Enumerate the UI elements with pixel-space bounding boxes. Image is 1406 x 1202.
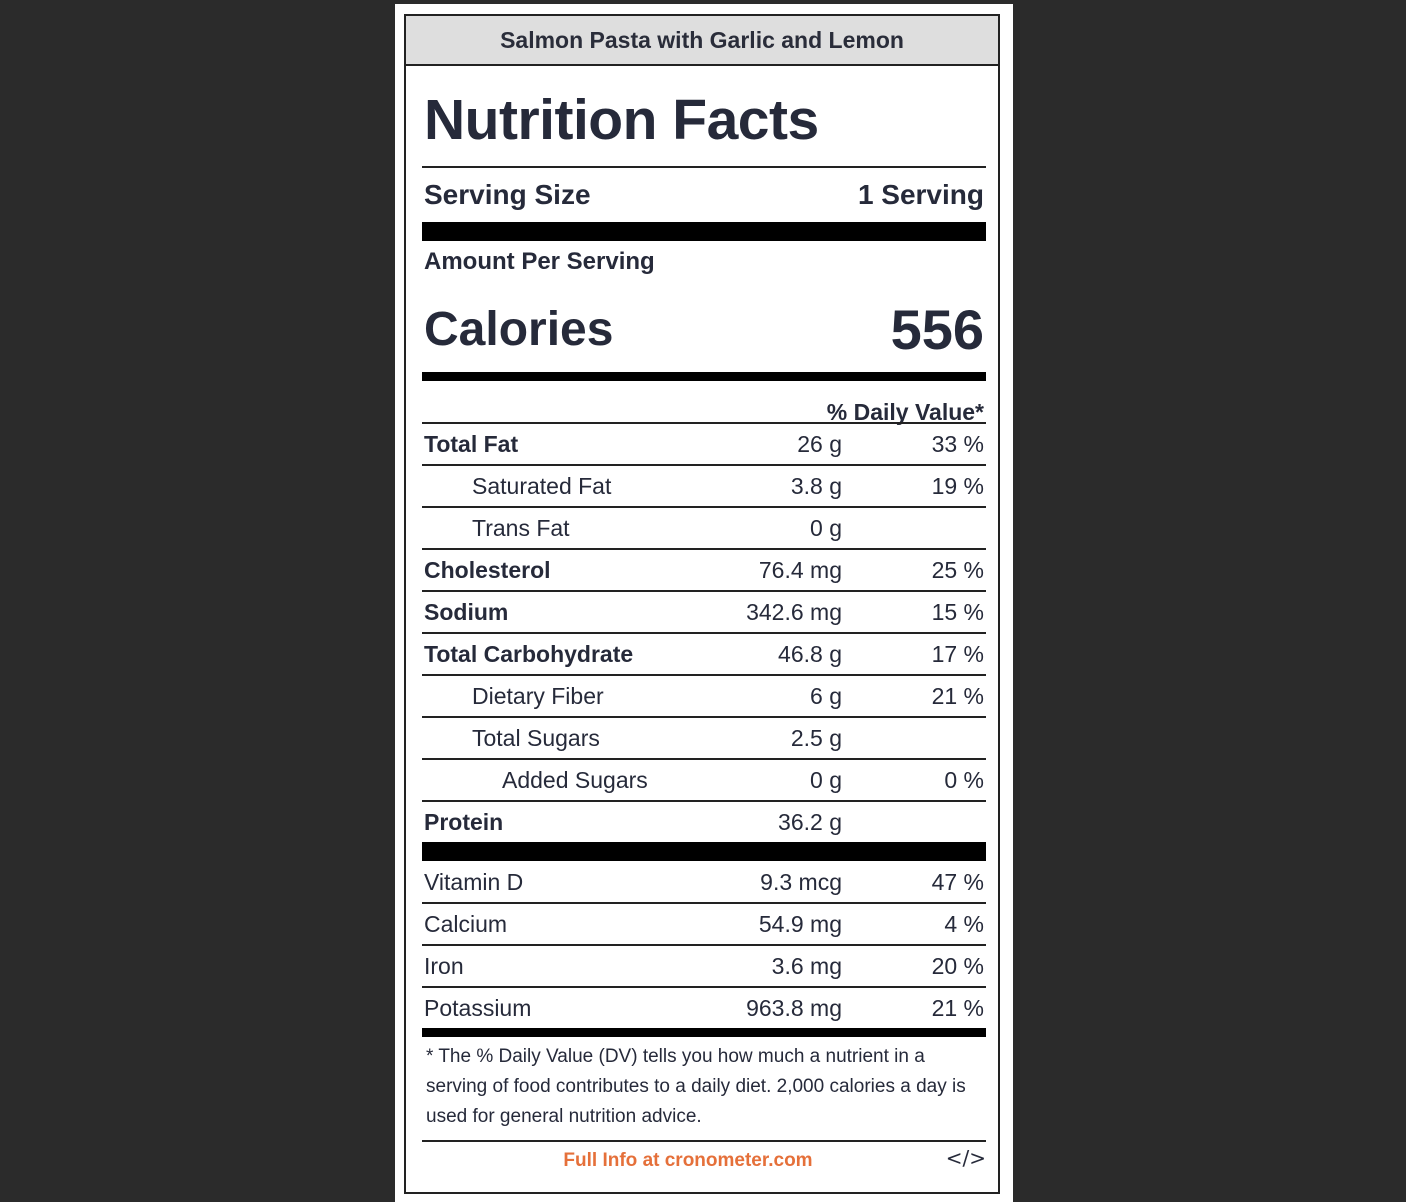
nutrient-daily-value: 17 %	[931, 641, 984, 667]
nutrient-amount: 76.4 mg	[758, 557, 842, 583]
nutrition-label: Salmon Pasta with Garlic and Lemon Nutri…	[404, 14, 1000, 1194]
nutrient-amount: 36.2 g	[778, 809, 842, 835]
nutrient-amount: 6 g	[810, 683, 842, 709]
recipe-title: Salmon Pasta with Garlic and Lemon	[406, 16, 998, 66]
nutrient-row: Total Sugars 2.5 g	[422, 718, 986, 758]
nutrient-name: Total Fat	[424, 431, 519, 457]
nutrient-row: Sodium 342.6 mg 15 %	[422, 592, 986, 632]
calories-value: 556	[890, 297, 984, 361]
nutrient-amount: 2.5 g	[790, 725, 842, 751]
row-divider	[422, 758, 986, 760]
nutrient-row: Added Sugars 0 g 0 %	[422, 760, 986, 800]
row-divider	[422, 800, 986, 802]
nutrient-row: Total Carbohydrate 46.8 g 17 %	[422, 634, 986, 674]
vitamin-amount: 963.8 mg	[746, 995, 842, 1021]
nutrient-daily-value: 19 %	[931, 473, 984, 499]
nutrient-row: Dietary Fiber 6 g 21 %	[422, 676, 986, 716]
full-info-link[interactable]: Full Info at cronometer.com	[563, 1150, 813, 1171]
nutrient-name: Added Sugars	[502, 767, 648, 793]
vitamin-name: Potassium	[424, 995, 532, 1021]
row-divider	[422, 902, 986, 904]
embed-code-icon[interactable]: </>	[945, 1146, 986, 1170]
nutrient-name: Saturated Fat	[472, 473, 612, 499]
nutrient-amount: 26 g	[797, 431, 842, 457]
row-divider	[422, 464, 986, 466]
serving-size-label: Serving Size	[424, 179, 591, 210]
nutrient-row: Cholesterol 76.4 mg 25 %	[422, 550, 986, 590]
nutrient-daily-value: 33 %	[931, 431, 984, 457]
nutrient-amount: 3.8 g	[790, 473, 842, 499]
nutrient-name: Cholesterol	[424, 557, 551, 583]
vitamin-daily-value: 21 %	[931, 995, 984, 1021]
nutrient-amount: 342.6 mg	[746, 599, 842, 625]
nutrient-daily-value: 25 %	[931, 557, 984, 583]
row-divider	[422, 986, 986, 988]
vitamin-name: Calcium	[424, 911, 508, 937]
row-divider	[422, 716, 986, 718]
nutrient-row: Saturated Fat 3.8 g 19 %	[422, 466, 986, 506]
medium-divider-footer	[422, 1028, 986, 1037]
row-divider	[422, 944, 986, 946]
daily-value-footnote: * The % Daily Value (DV) tells you how m…	[426, 1046, 966, 1127]
nutrient-name: Protein	[424, 809, 504, 835]
nutrient-row: Protein 36.2 g	[422, 802, 986, 842]
row-divider	[422, 674, 986, 676]
thick-divider-vitamins	[422, 842, 986, 861]
row-divider	[422, 590, 986, 592]
vitamin-name: Vitamin D	[424, 869, 524, 895]
nutrient-name: Total Sugars	[472, 725, 600, 751]
vitamin-row: Vitamin D 9.3 mcg 47 %	[422, 862, 986, 902]
nutrient-name: Total Carbohydrate	[424, 641, 634, 667]
serving-size-value: 1 Serving	[857, 179, 984, 210]
nutrient-daily-value: 15 %	[931, 599, 984, 625]
daily-value-header: % Daily Value*	[826, 399, 984, 425]
nutrient-row: Total Fat 26 g 33 %	[422, 424, 986, 464]
row-divider	[422, 422, 986, 424]
nutrient-name: Dietary Fiber	[472, 683, 604, 709]
vitamin-daily-value: 4 %	[944, 911, 984, 937]
amount-per-serving: Amount Per Serving	[424, 248, 655, 275]
divider-footer	[422, 1140, 986, 1142]
nutrient-amount: 46.8 g	[778, 641, 842, 667]
nutrient-amount: 0 g	[810, 515, 842, 541]
nutrition-facts-title: Nutrition Facts	[424, 88, 819, 152]
vitamin-row: Calcium 54.9 mg 4 %	[422, 904, 986, 944]
row-divider	[422, 632, 986, 634]
vitamin-amount: 9.3 mcg	[760, 869, 842, 895]
nutrient-amount: 0 g	[810, 767, 842, 793]
vitamin-amount: 3.6 mg	[771, 953, 842, 979]
nutrient-row: Trans Fat 0 g	[422, 508, 986, 548]
vitamin-daily-value: 20 %	[931, 953, 984, 979]
calories-label: Calories	[424, 302, 614, 356]
vitamin-row: Potassium 963.8 mg 21 %	[422, 988, 986, 1028]
divider	[422, 166, 986, 168]
nutrient-daily-value: 21 %	[931, 683, 984, 709]
nutrient-daily-value: 0 %	[944, 767, 984, 793]
nutrient-name: Trans Fat	[472, 515, 570, 541]
row-divider	[422, 548, 986, 550]
vitamin-amount: 54.9 mg	[758, 911, 842, 937]
vitamin-row: Iron 3.6 mg 20 %	[422, 946, 986, 986]
calories-row: Calories 556	[422, 294, 986, 364]
vitamin-daily-value: 47 %	[931, 869, 984, 895]
serving-size-row: Serving Size 1 Serving	[422, 172, 986, 218]
medium-divider	[422, 372, 986, 381]
thick-divider	[422, 222, 986, 241]
row-divider	[422, 506, 986, 508]
nutrient-name: Sodium	[424, 599, 509, 625]
vitamin-name: Iron	[424, 953, 464, 979]
